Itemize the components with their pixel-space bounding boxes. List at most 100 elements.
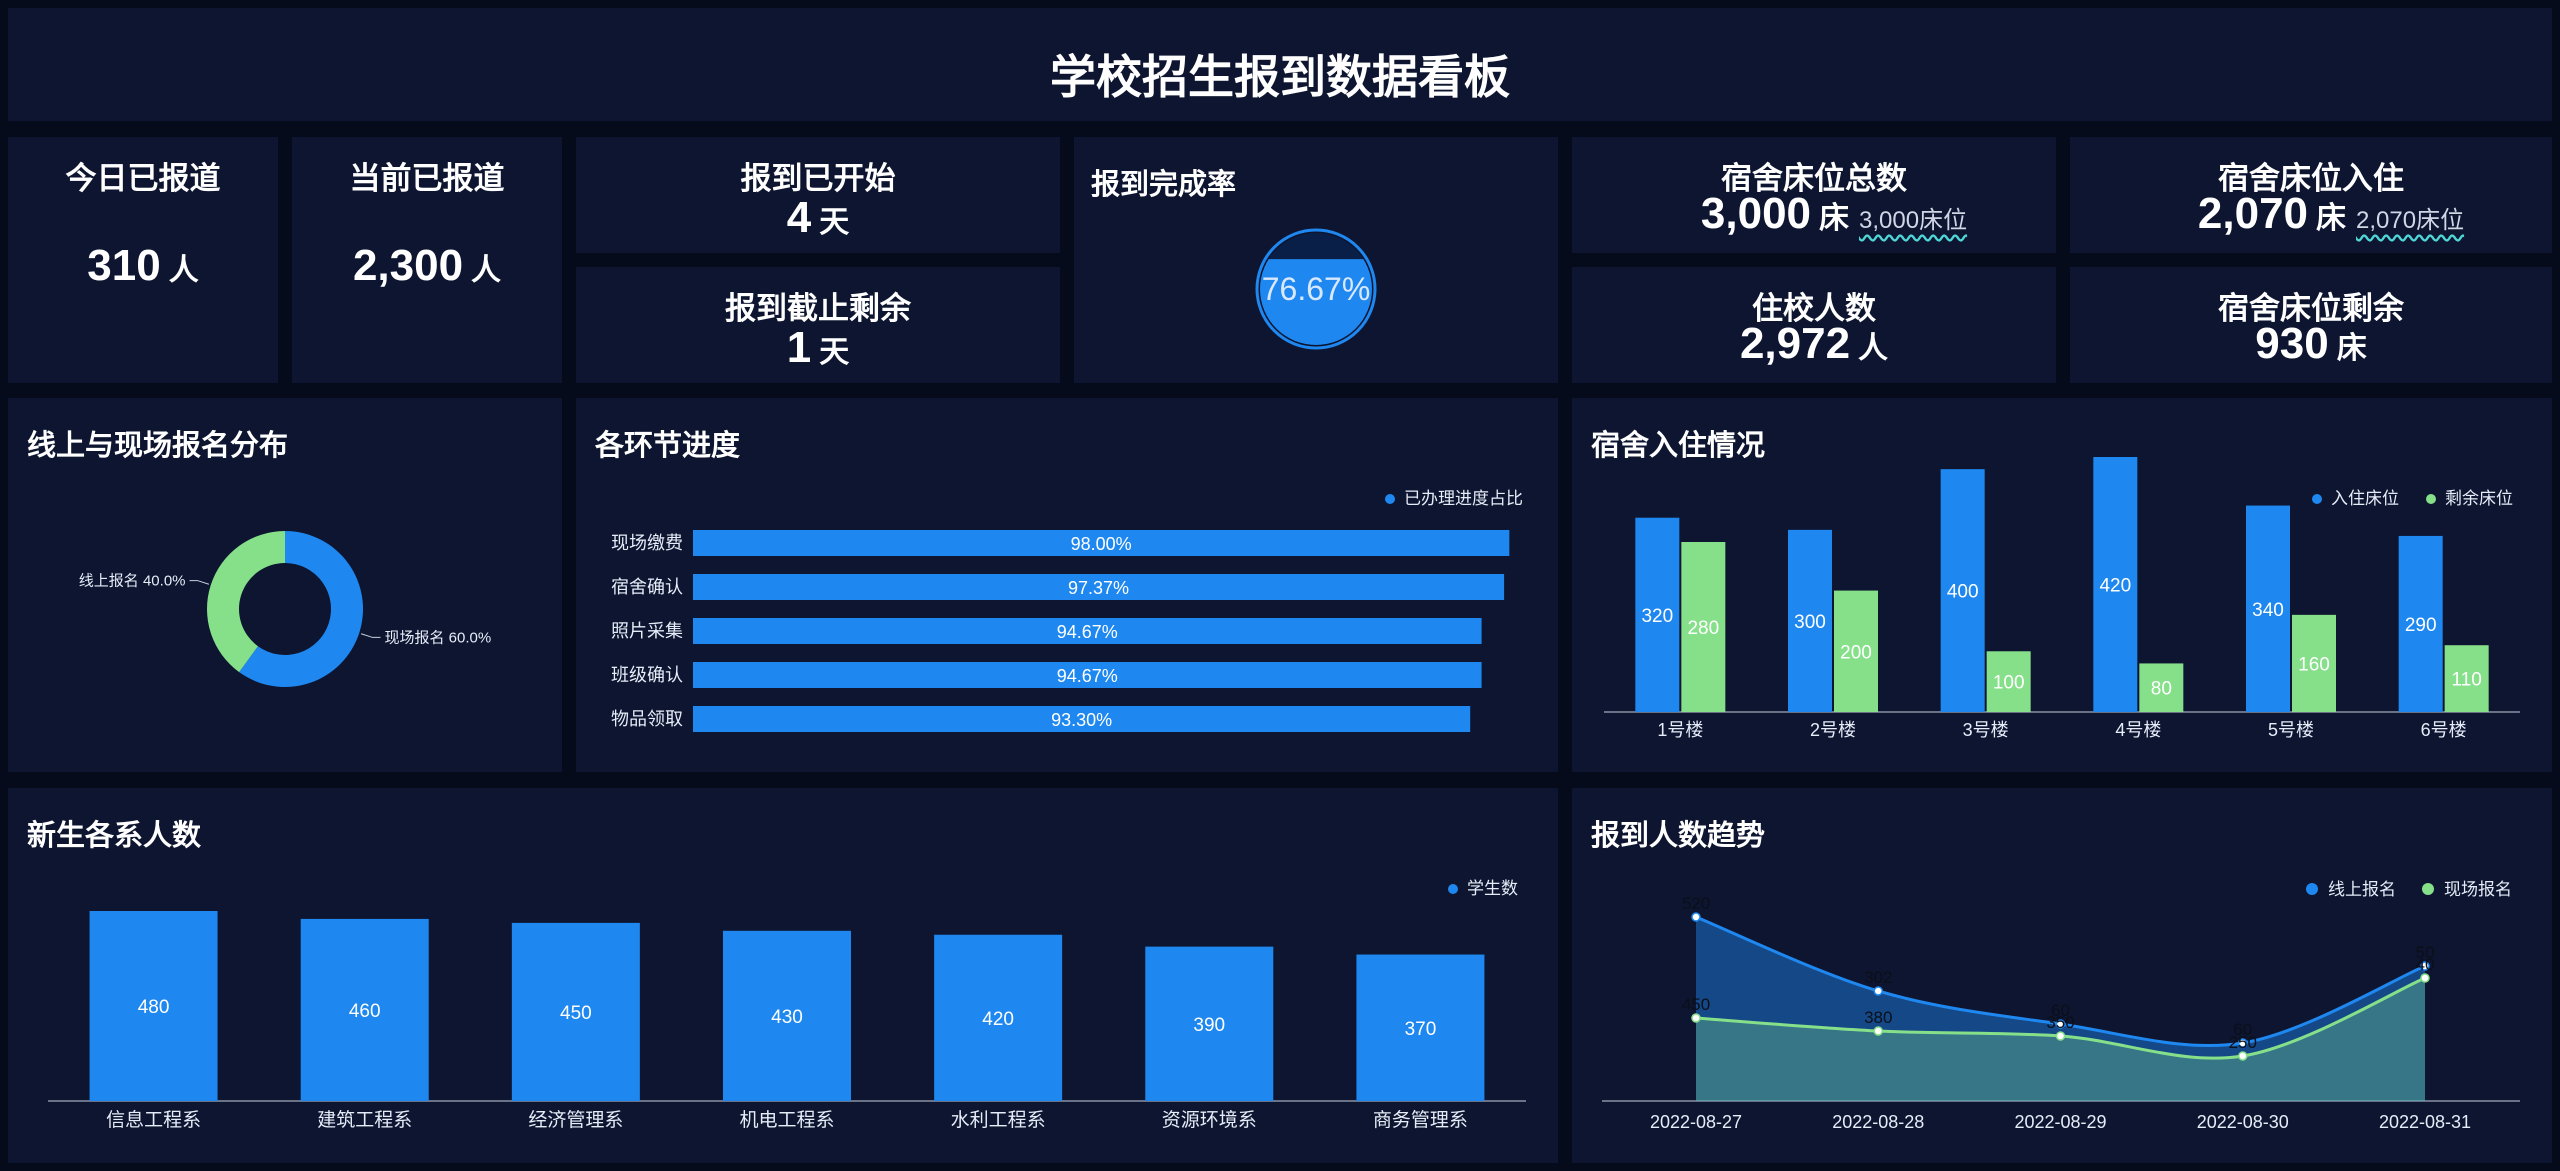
progress-bar xyxy=(693,530,1510,556)
bar xyxy=(1635,517,1680,712)
data-label: 350 xyxy=(2046,1013,2074,1032)
data-point xyxy=(2238,1051,2248,1061)
bar-value-label: 200 xyxy=(1840,642,1872,663)
kpi-unit: 床 xyxy=(1819,202,1850,235)
stage-progress-panel: 各环节进度 已办理进度占比 现场缴费 98.00% 宿舍确认 97.37% 照片采集 94… xyxy=(576,398,1558,772)
data-point xyxy=(1691,912,1701,922)
kpi-unit: 天 xyxy=(819,206,850,239)
bar xyxy=(2246,505,2290,712)
legend-marker xyxy=(1448,884,1458,894)
data-point xyxy=(2238,1038,2248,1048)
donut-slice-label: 线上报名 40.0% xyxy=(79,573,186,590)
panel-title: 报到人数趋势 xyxy=(1591,820,1766,852)
x-tick-label: 2022-08-31 xyxy=(2379,1112,2471,1132)
x-tick-label: 5号楼 xyxy=(2268,720,2314,740)
x-tick-label: 2号楼 xyxy=(1810,720,1856,740)
bar-value-label: 110 xyxy=(2452,670,2482,691)
x-tick-label: 经济管理系 xyxy=(528,1109,623,1131)
bar-value-label: 370 xyxy=(1405,1019,1437,1040)
kpi-unit: 床 xyxy=(2316,202,2347,235)
donut-leader-line xyxy=(360,633,381,638)
trend-chart: 线上报名 现场报名 520 302 60 60 50 450 380 350 250 40 2022… xyxy=(1602,880,2520,1132)
page-title: 学校招生报到数据看板 xyxy=(1050,51,1510,103)
x-tick-label: 建筑工程系 xyxy=(317,1109,412,1131)
data-label: 250 xyxy=(2229,1033,2257,1052)
legend-marker xyxy=(2422,883,2434,895)
progress-value-label: 94.67% xyxy=(1057,666,1118,686)
dorm-occupancy-panel: 宿舍入住情况 入住床位 剩余床位 320 280 1号楼 300 200 2号楼 400 10… xyxy=(1572,398,2552,772)
kpi-unit: 人 xyxy=(168,254,199,287)
kpi-value: 930 xyxy=(2255,319,2329,368)
data-point xyxy=(2420,961,2430,971)
bar xyxy=(1940,469,1985,712)
bar-value-label: 80 xyxy=(2151,679,2172,700)
kpi-today-reported: 今日已报道 310 人 xyxy=(8,137,278,383)
x-tick-label: 1号楼 xyxy=(1657,720,1703,740)
legend-marker xyxy=(2426,494,2436,504)
data-point xyxy=(2420,973,2430,983)
trend-panel: 报到人数趋势 线上报名 现场报名 520 302 60 60 50 450 380 350 25… xyxy=(1572,788,2552,1163)
data-label: 520 xyxy=(1682,894,1710,913)
x-tick-label: 2022-08-29 xyxy=(2014,1112,2106,1132)
legend-label: 线上报名 xyxy=(2328,880,2396,899)
bar-value-label: 290 xyxy=(2405,615,2437,636)
kpi-dorm-beds-remaining: 宿舍床位剩余 930 床 xyxy=(2070,267,2552,383)
stage-progress-chart: 已办理进度占比 现场缴费 98.00% 宿舍确认 97.37% 照片采集 94.67% 班级… xyxy=(611,489,1523,732)
kpi-completion: 报到完成率 76.67% xyxy=(1074,137,1558,383)
data-label: 380 xyxy=(1864,1008,1892,1027)
data-label: 60 xyxy=(2051,1001,2070,1020)
category-label: 照片采集 xyxy=(611,621,683,641)
kpi-label: 宿舍床位剩余 xyxy=(2218,291,2404,326)
bar xyxy=(2444,645,2489,712)
progress-bar xyxy=(693,574,1505,600)
departments-chart: 学生数 480 信息工程系 460 建筑工程系 450 经济管理系 430 机电工程系 420 水… xyxy=(48,879,1526,1131)
bar xyxy=(1788,529,1832,712)
kpi-label: 报到截止剩余 xyxy=(725,291,911,326)
bar xyxy=(1356,954,1485,1101)
bar xyxy=(511,922,640,1101)
legend-label: 剩余床位 xyxy=(2445,489,2513,508)
kpi-value: 1 xyxy=(786,323,812,372)
progress-value-label: 93.30% xyxy=(1051,710,1112,730)
bar-value-label: 280 xyxy=(1687,618,1719,639)
kpi-value: 3,000 xyxy=(1700,189,1812,238)
donut-slice-label: 现场报名 60.0% xyxy=(384,629,491,646)
bar-value-label: 420 xyxy=(2099,576,2131,597)
kpi-value-row: 2,972 人 xyxy=(1572,319,2056,369)
panel-title: 新生各系人数 xyxy=(27,820,202,852)
legend-marker xyxy=(1385,494,1395,504)
donut-slice xyxy=(206,531,285,673)
progress-bar xyxy=(693,706,1471,732)
progress-value-label: 94.67% xyxy=(1057,622,1118,642)
kpi-label: 宿舍床位入住 xyxy=(2218,161,2404,196)
bar-value-label: 340 xyxy=(2252,600,2284,621)
bar xyxy=(2398,535,2443,712)
departments-panel: 新生各系人数 学生数 480 信息工程系 460 建筑工程系 450 经济管理系 430 机电… xyxy=(8,788,1558,1163)
kpi-label: 当前已报道 xyxy=(349,161,505,196)
progress-bar xyxy=(693,662,1482,688)
bar xyxy=(1145,946,1274,1101)
panel-title: 宿舍入住情况 xyxy=(1591,430,1766,462)
kpi-unit: 床 xyxy=(2336,332,2367,365)
x-tick-label: 商务管理系 xyxy=(1373,1109,1468,1131)
data-label: 302 xyxy=(1864,968,1892,987)
x-tick-label: 3号楼 xyxy=(1963,720,2009,740)
category-label: 现场缴费 xyxy=(611,533,683,553)
header-bar: 学校招生报到数据看板 xyxy=(8,8,2552,121)
x-tick-label: 4号楼 xyxy=(2115,720,2161,740)
kpi-label: 报到完成率 xyxy=(1091,169,1237,201)
bar xyxy=(2093,457,2138,712)
category-label: 物品领取 xyxy=(611,709,683,729)
bar-value-label: 390 xyxy=(1193,1015,1225,1036)
legend-label: 入住床位 xyxy=(2331,489,2399,508)
panel-title: 各环节进度 xyxy=(595,430,741,462)
bar xyxy=(723,930,851,1101)
data-label: 60 xyxy=(2233,1020,2252,1039)
kpi-dorm-beds-occupied: 宿舍床位入住 2,070 床 2,070床位 xyxy=(2070,137,2552,253)
data-label: 40 xyxy=(2416,955,2435,974)
kpi-value: 2,972 xyxy=(1739,319,1851,368)
kpi-value: 2,070 xyxy=(2197,189,2309,238)
